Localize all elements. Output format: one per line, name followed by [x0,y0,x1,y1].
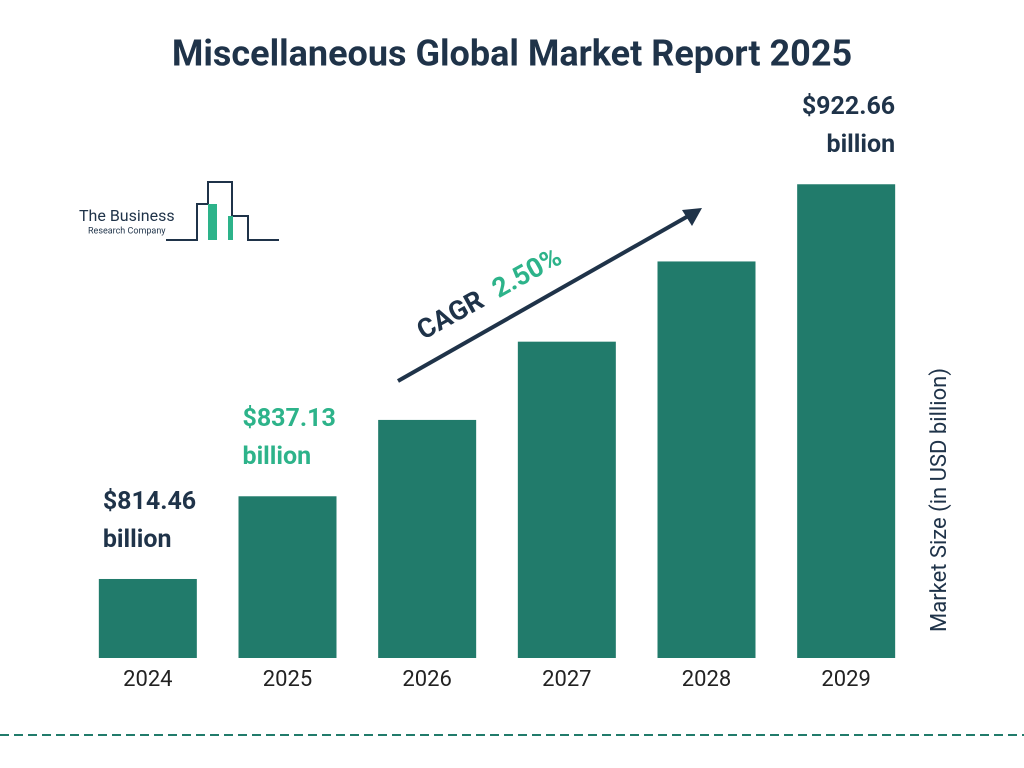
y-axis-label: Market Size (in USD billion) [927,368,952,632]
logo-subtext: Research Company [88,226,166,236]
x-tick-label: 2028 [682,667,731,692]
x-tick-label: 2029 [821,667,870,692]
x-tick-label: 2024 [123,667,172,692]
bar [98,578,197,658]
logo-bar [228,216,233,240]
logo-outline [166,181,279,241]
logo: The Business Research Company [79,181,279,241]
value-label: $814.46 billion [102,486,197,554]
bar [657,261,756,658]
bar [797,184,896,659]
arrow-head [682,208,702,226]
logo-text: The Business [79,206,175,225]
cagr-value: 2.50% [487,241,567,305]
value-label: $837.13 billion [242,404,336,472]
logo-bar [208,204,217,240]
chart-title: Miscellaneous Global Market Report 2025 [172,33,852,75]
x-tick-label: 2026 [402,667,451,692]
cagr-arrow [397,213,691,383]
x-tick-label: 2027 [542,667,591,692]
bar [238,496,337,658]
x-tick-label: 2025 [263,667,312,692]
bar [378,419,477,658]
bar [517,341,616,658]
value-label: $922.66 billion [801,92,896,160]
